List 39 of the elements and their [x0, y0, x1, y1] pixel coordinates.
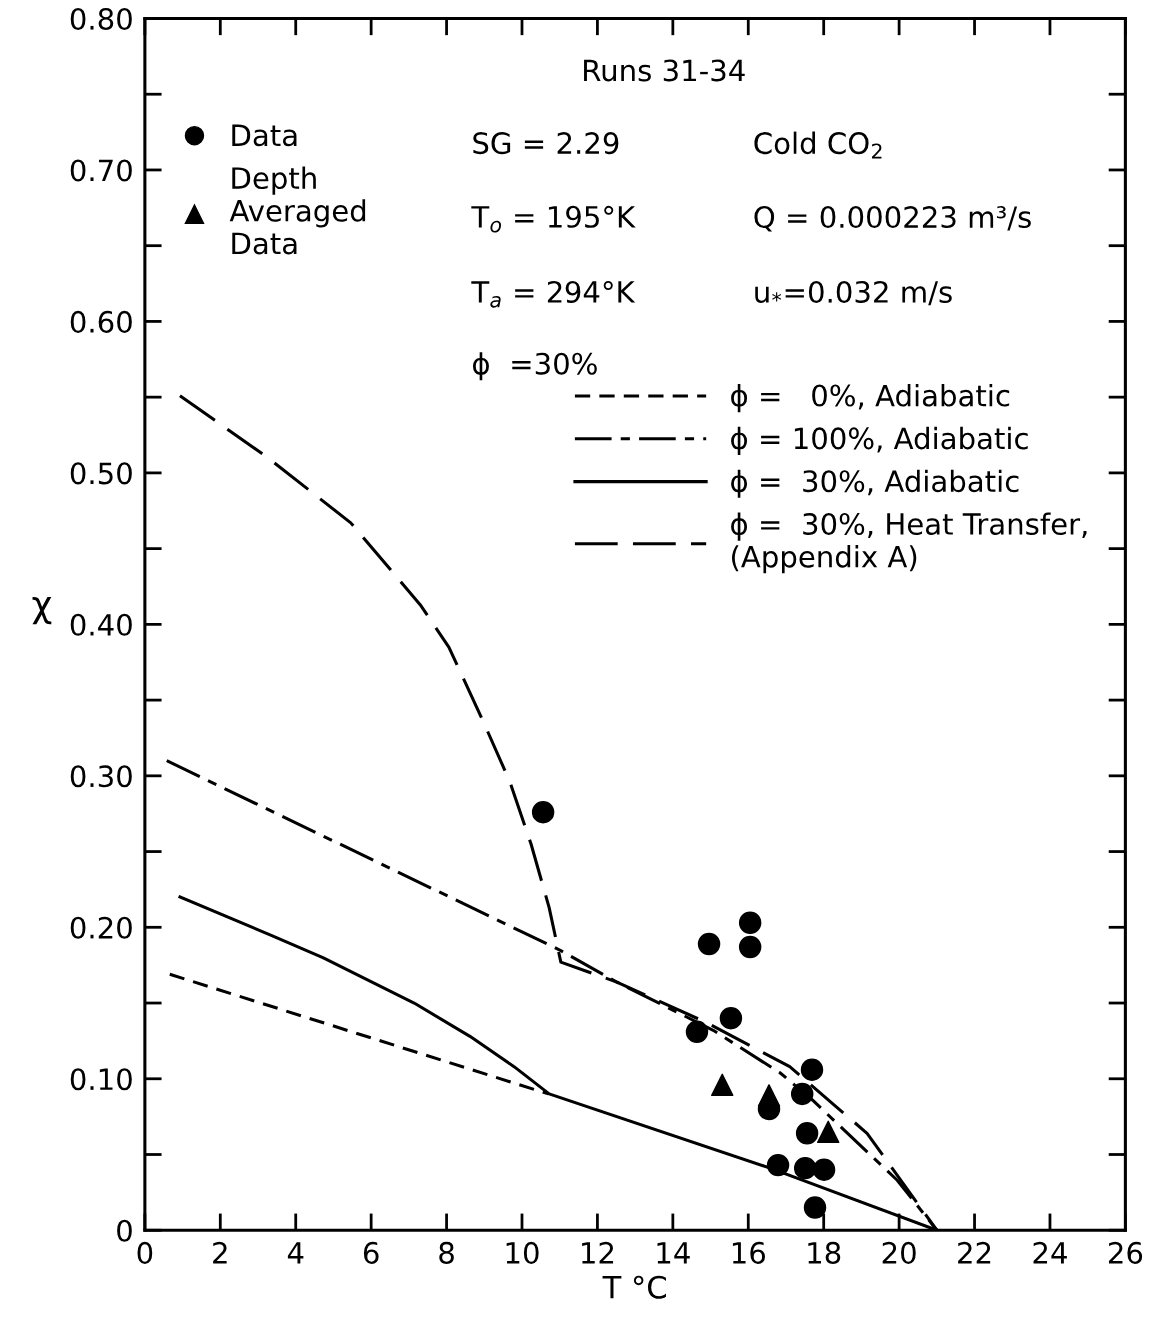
x-tick-label: 10: [506, 1241, 539, 1264]
x-tick-label: 22: [958, 1241, 991, 1264]
y-tick-label: 0: [117, 1219, 132, 1242]
annotation: T$_{a}$ = 294°K: [471, 280, 636, 308]
y-tick-label: 0.60: [70, 310, 132, 333]
legend-label: ϕ = 30%, Adiabatic: [731, 469, 1019, 498]
x-tick-label: 6: [363, 1241, 379, 1264]
x-tick-label: 26: [1108, 1241, 1143, 1264]
annotation: T$_{o}$ = 195°K: [471, 205, 636, 233]
annotation: u$_{*}$=0.032 m/s: [755, 280, 952, 306]
legend-label: Data: [232, 124, 297, 147]
x-tick-label: 12: [582, 1241, 614, 1264]
annotation: SG = 2.29: [473, 132, 619, 155]
y-tick-label: 0.40: [70, 613, 132, 636]
x-tick-label: 4: [287, 1242, 304, 1264]
legend-label: ϕ = 30%, Heat Transfer, (Appendix A): [731, 512, 1087, 574]
x-tick-label: 8: [439, 1241, 454, 1264]
y-tick-label: 0.70: [70, 159, 132, 182]
y-tick-label: 0.20: [70, 916, 132, 939]
y-tick-label: 0.30: [70, 765, 132, 788]
annotation: Cold CO$_{2}$: [754, 131, 882, 159]
x-tick-label: 24: [1033, 1241, 1067, 1264]
annotation: ϕ =30%: [472, 352, 597, 381]
x-tick-label: 20: [882, 1241, 916, 1264]
annotation: Runs 31-34: [584, 59, 745, 82]
x-tick-label: 2: [213, 1241, 227, 1264]
annotation: Q = 0.000223 m³/s: [754, 206, 1031, 232]
x-tick-label: 0: [137, 1241, 153, 1264]
legend-label: ϕ = 0%, Adiabatic: [731, 384, 1010, 413]
y-tick-label: 0.80: [70, 7, 132, 30]
x-tick-label: 18: [808, 1241, 841, 1264]
x-tick-label: 16: [732, 1241, 765, 1264]
legend-label: ϕ = 100%, Adiabatic: [731, 426, 1028, 456]
x-axis-title: T °C: [602, 1275, 666, 1299]
legend-label: Depth Averaged Data: [229, 166, 366, 255]
y-tick-label: 0.50: [70, 462, 132, 485]
x-tick-label: 14: [657, 1242, 690, 1264]
y-tick-label: 0.10: [70, 1068, 132, 1091]
y-axis-title: χ: [32, 597, 52, 625]
